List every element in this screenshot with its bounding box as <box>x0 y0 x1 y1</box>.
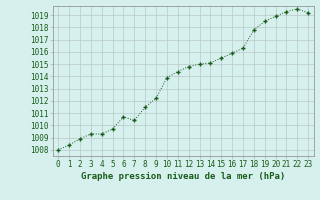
X-axis label: Graphe pression niveau de la mer (hPa): Graphe pression niveau de la mer (hPa) <box>81 172 285 181</box>
